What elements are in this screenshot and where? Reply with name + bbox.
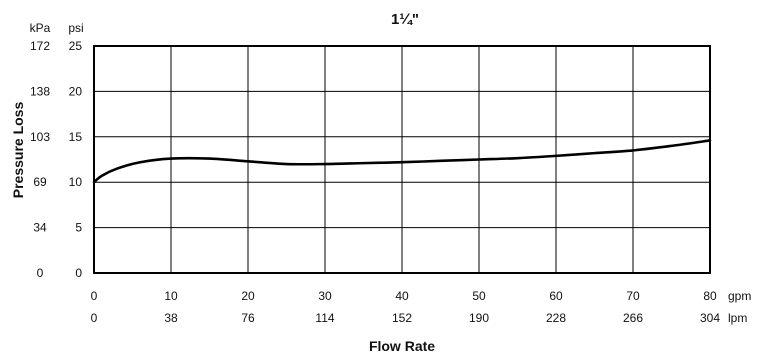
y-tick-label-kpa: 0: [37, 266, 44, 280]
y-tick-label-kpa: 172: [30, 39, 50, 53]
series-line-0: [92, 139, 712, 184]
series-group: [92, 139, 712, 184]
y-tick-label-psi: 20: [69, 84, 83, 98]
x-tick-label-lpm: 304: [700, 311, 720, 325]
y-tick-labels-kpa: 0 34 69 103 138 172: [30, 39, 50, 280]
chart-title: 1¼": [391, 11, 419, 28]
x-tick-label-lpm: 114: [315, 311, 334, 325]
y-tick-label-kpa: 69: [33, 175, 47, 189]
x-tick-label-gpm: 20: [241, 289, 255, 303]
y-unit-kpa: kPa: [30, 21, 51, 35]
plot-frame: [93, 45, 711, 274]
x-axis-title: Flow Rate: [369, 338, 435, 354]
y-tick-label-kpa: 34: [33, 221, 47, 235]
x-unit-gpm: gpm: [728, 289, 751, 303]
y-unit-psi: psi: [68, 21, 83, 35]
x-tick-label-gpm: 80: [703, 289, 717, 303]
x-tick-label-gpm: 60: [549, 289, 563, 303]
x-tick-label-lpm: 190: [469, 311, 489, 325]
x-tick-label-gpm: 40: [395, 289, 409, 303]
y-tick-label-psi: 0: [75, 266, 82, 280]
x-tick-label-gpm: 30: [318, 289, 332, 303]
x-tick-label-gpm: 50: [472, 289, 486, 303]
y-tick-label-psi: 15: [69, 130, 83, 144]
y-tick-label-kpa: 138: [30, 84, 50, 98]
x-tick-label-gpm: 70: [626, 289, 640, 303]
grid-lines: [94, 46, 710, 273]
x-tick-label-lpm: 76: [241, 311, 255, 325]
x-tick-label-lpm: 38: [164, 311, 178, 325]
y-axis-title: Pressure Loss: [10, 102, 26, 199]
y-tick-label-kpa: 103: [30, 130, 50, 144]
x-tick-label-lpm: 266: [623, 311, 643, 325]
y-tick-label-psi: 5: [75, 221, 82, 235]
y-tick-label-psi: 25: [69, 39, 83, 53]
x-tick-labels-gpm: 0 10 20 30 40 50 60 70 80: [91, 289, 717, 303]
x-tick-label-gpm: 10: [164, 289, 178, 303]
y-tick-label-psi: 10: [69, 175, 83, 189]
x-unit-lpm: lpm: [728, 311, 747, 325]
x-tick-label-lpm: 228: [546, 311, 566, 325]
x-tick-label-lpm: 0: [91, 311, 98, 325]
x-tick-label-gpm: 0: [91, 289, 98, 303]
y-tick-labels-psi: 0 5 10 15 20 25: [69, 39, 83, 280]
x-tick-label-lpm: 152: [392, 311, 412, 325]
x-tick-labels-lpm: 0 38 76 114 152 190 228 266 304: [91, 311, 721, 325]
